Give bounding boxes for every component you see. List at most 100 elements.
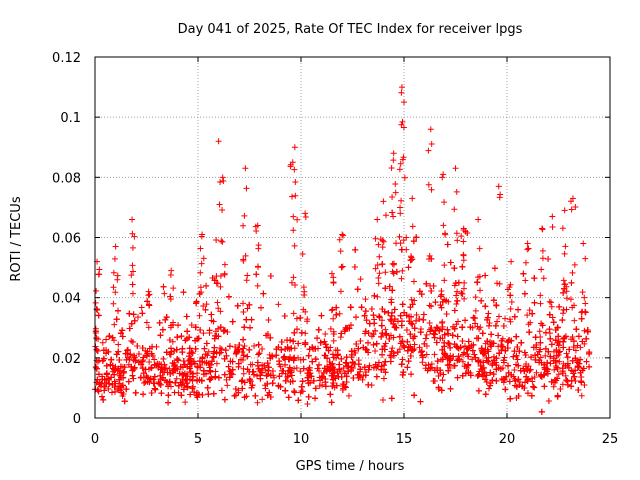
- data-point: [373, 340, 380, 347]
- data-point: [100, 396, 107, 403]
- data-point: [241, 212, 248, 219]
- data-point: [542, 345, 549, 352]
- data-point: [98, 380, 105, 387]
- data-point: [520, 365, 527, 372]
- data-point: [215, 305, 222, 312]
- data-point: [397, 240, 404, 247]
- data-point: [391, 306, 398, 313]
- data-point: [575, 360, 582, 367]
- data-point: [259, 396, 266, 403]
- data-point: [400, 342, 407, 349]
- data-point: [378, 363, 385, 370]
- data-point: [581, 340, 588, 347]
- data-point: [341, 370, 348, 377]
- data-point: [372, 327, 379, 334]
- data-point: [411, 341, 418, 348]
- data-point: [159, 374, 166, 381]
- data-point: [244, 272, 251, 279]
- data-point: [111, 321, 118, 328]
- data-point: [426, 320, 433, 327]
- data-point: [171, 362, 178, 369]
- data-point: [234, 302, 241, 309]
- data-point: [388, 296, 395, 303]
- data-point: [581, 294, 588, 301]
- data-point: [399, 156, 406, 163]
- data-point: [408, 254, 415, 261]
- data-point: [479, 330, 486, 337]
- data-point: [295, 340, 302, 347]
- data-point: [198, 260, 205, 267]
- data-point: [398, 84, 405, 91]
- y-tick-labels: 00.020.040.060.080.10.12: [52, 51, 81, 427]
- data-point: [265, 364, 272, 371]
- data-point: [262, 366, 269, 373]
- data-point: [497, 365, 504, 372]
- data-point: [480, 373, 487, 380]
- data-point: [441, 199, 448, 206]
- data-point: [121, 364, 128, 371]
- data-point: [485, 310, 492, 317]
- data-point: [351, 264, 358, 271]
- data-point: [254, 222, 261, 229]
- data-point: [552, 376, 559, 383]
- data-point: [586, 363, 593, 370]
- data-point: [433, 324, 440, 331]
- data-point: [398, 121, 405, 128]
- data-point: [446, 340, 453, 347]
- y-tick-label: 0.04: [52, 292, 81, 307]
- data-point: [139, 345, 146, 352]
- data-point: [575, 333, 582, 340]
- data-point: [227, 358, 234, 365]
- data-point: [433, 339, 440, 346]
- data-point: [348, 348, 355, 355]
- data-point: [322, 383, 329, 390]
- data-point: [560, 344, 567, 351]
- data-point: [498, 341, 505, 348]
- data-point: [536, 328, 543, 335]
- data-point: [472, 354, 479, 361]
- data-point: [546, 298, 553, 305]
- data-point: [315, 361, 322, 368]
- data-point: [329, 360, 336, 367]
- data-point: [103, 370, 110, 377]
- data-point: [460, 251, 467, 258]
- data-point: [182, 399, 189, 406]
- data-point: [460, 225, 467, 232]
- data-point: [459, 358, 466, 365]
- data-point: [568, 206, 575, 213]
- data-point: [254, 372, 261, 379]
- data-point: [543, 368, 550, 375]
- data-point: [378, 322, 385, 329]
- data-point: [388, 395, 395, 402]
- data-point: [379, 261, 386, 268]
- data-point: [398, 322, 405, 329]
- data-point: [203, 340, 210, 347]
- data-point: [347, 322, 354, 329]
- data-point: [110, 337, 117, 344]
- data-point: [374, 216, 381, 223]
- data-point: [382, 369, 389, 376]
- data-point: [197, 269, 204, 276]
- data-point: [544, 359, 551, 366]
- data-point: [336, 236, 343, 243]
- data-point: [302, 330, 309, 337]
- data-point: [280, 354, 287, 361]
- data-point: [210, 390, 217, 397]
- data-point: [290, 355, 297, 362]
- data-point: [431, 334, 438, 341]
- data-point: [534, 351, 541, 358]
- data-point: [244, 353, 251, 360]
- data-point: [239, 377, 246, 384]
- data-point: [422, 362, 429, 369]
- data-point: [571, 373, 578, 380]
- data-point: [144, 350, 151, 357]
- data-point: [240, 222, 247, 229]
- data-point: [380, 396, 387, 403]
- data-point: [378, 333, 385, 340]
- data-point: [352, 350, 359, 357]
- data-point: [584, 327, 591, 334]
- data-point: [291, 389, 298, 396]
- data-point: [219, 174, 226, 181]
- data-point: [411, 297, 418, 304]
- data-point: [297, 314, 304, 321]
